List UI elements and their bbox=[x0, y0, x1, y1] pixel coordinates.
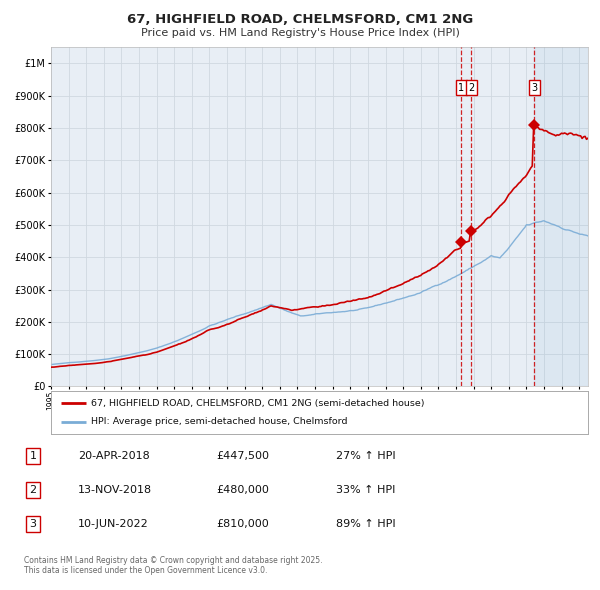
Text: £447,500: £447,500 bbox=[216, 451, 269, 461]
Text: £480,000: £480,000 bbox=[216, 485, 269, 494]
Text: 2: 2 bbox=[29, 485, 37, 494]
Text: Price paid vs. HM Land Registry's House Price Index (HPI): Price paid vs. HM Land Registry's House … bbox=[140, 28, 460, 38]
Text: 33% ↑ HPI: 33% ↑ HPI bbox=[336, 485, 395, 494]
Text: 10-JUN-2022: 10-JUN-2022 bbox=[78, 519, 149, 529]
Text: 89% ↑ HPI: 89% ↑ HPI bbox=[336, 519, 395, 529]
Text: 3: 3 bbox=[29, 519, 37, 529]
Text: Contains HM Land Registry data © Crown copyright and database right 2025.
This d: Contains HM Land Registry data © Crown c… bbox=[24, 556, 323, 575]
Text: £810,000: £810,000 bbox=[216, 519, 269, 529]
Text: 67, HIGHFIELD ROAD, CHELMSFORD, CM1 2NG (semi-detached house): 67, HIGHFIELD ROAD, CHELMSFORD, CM1 2NG … bbox=[91, 399, 425, 408]
Text: 20-APR-2018: 20-APR-2018 bbox=[78, 451, 150, 461]
Bar bbox=[534, 47, 588, 386]
Text: 67, HIGHFIELD ROAD, CHELMSFORD, CM1 2NG: 67, HIGHFIELD ROAD, CHELMSFORD, CM1 2NG bbox=[127, 13, 473, 26]
Text: HPI: Average price, semi-detached house, Chelmsford: HPI: Average price, semi-detached house,… bbox=[91, 417, 348, 426]
Text: 27% ↑ HPI: 27% ↑ HPI bbox=[336, 451, 395, 461]
Text: 1: 1 bbox=[458, 83, 464, 93]
Text: 1: 1 bbox=[29, 451, 37, 461]
Text: 2: 2 bbox=[468, 83, 475, 93]
Text: 3: 3 bbox=[531, 83, 537, 93]
Text: 13-NOV-2018: 13-NOV-2018 bbox=[78, 485, 152, 494]
